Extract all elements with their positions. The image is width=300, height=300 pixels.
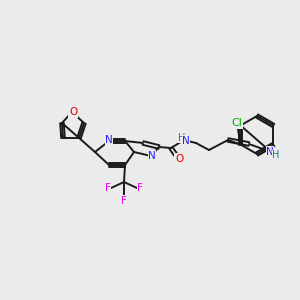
Text: H: H: [272, 150, 280, 160]
Text: N: N: [148, 151, 156, 161]
Text: O: O: [69, 107, 77, 117]
Text: F: F: [121, 196, 127, 206]
Text: N: N: [105, 135, 113, 145]
Text: H: H: [178, 133, 186, 143]
Text: F: F: [137, 183, 143, 193]
Text: N: N: [266, 147, 274, 157]
Text: O: O: [175, 154, 183, 164]
Text: Cl: Cl: [231, 118, 242, 128]
Text: F: F: [105, 183, 111, 193]
Text: N: N: [182, 136, 190, 146]
